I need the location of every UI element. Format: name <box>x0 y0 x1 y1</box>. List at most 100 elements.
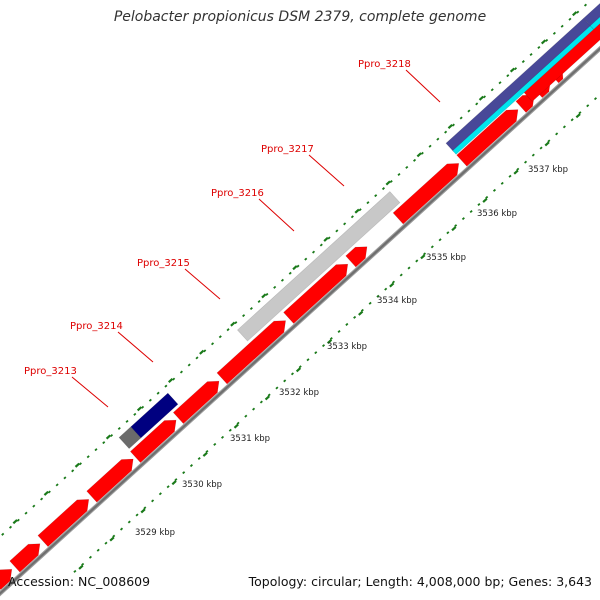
tick-layer <box>1 3 598 573</box>
tick-mark <box>552 31 556 35</box>
tick-mark <box>381 187 385 191</box>
tick-mark <box>102 441 106 445</box>
tick-mark <box>529 52 533 57</box>
gene-label: Ppro_3218 <box>358 59 411 70</box>
tick-mark <box>252 407 256 411</box>
tick-mark <box>125 419 129 423</box>
tick-mark <box>40 497 44 501</box>
tick-mark <box>168 378 174 384</box>
tick-mark <box>384 287 388 291</box>
tick-mark <box>459 116 463 120</box>
tick-mark <box>164 384 168 388</box>
tick-mark <box>210 342 215 346</box>
tick-mark <box>451 226 457 232</box>
tick-mark <box>469 210 473 214</box>
tick-mark <box>195 356 199 360</box>
tick-mark <box>322 344 326 348</box>
tick-mark <box>385 180 391 186</box>
tick-mark <box>492 188 497 192</box>
gene-label-leader <box>405 69 441 103</box>
tick-mark <box>438 238 442 242</box>
tick-mark <box>407 266 411 270</box>
tick-mark <box>8 525 13 529</box>
tick-mark <box>43 490 49 496</box>
tick-mark <box>366 201 370 205</box>
tick-mark <box>312 250 316 254</box>
tick-mark <box>345 322 349 326</box>
tick-mark <box>228 428 232 432</box>
tick-mark <box>32 504 36 508</box>
tick-mark <box>24 511 28 515</box>
tick-mark <box>119 527 124 531</box>
tick-mark <box>475 102 479 106</box>
tick-mark <box>273 285 277 289</box>
gene-block-navy <box>130 392 179 439</box>
gene-arrow-red <box>216 320 286 385</box>
gene-block-gray <box>237 191 401 342</box>
tick-mark <box>292 265 298 271</box>
tick-mark <box>420 254 426 260</box>
tick-mark <box>133 412 137 416</box>
tick-mark <box>562 125 566 129</box>
tick-mark <box>135 513 139 517</box>
tick-mark <box>513 169 519 175</box>
tick-mark <box>202 451 208 457</box>
tick-mark <box>498 81 502 85</box>
tick-mark <box>524 160 528 164</box>
gene-block-cyan <box>452 25 595 155</box>
tick-mark <box>283 379 287 383</box>
gene-label-leader <box>258 198 295 232</box>
map-title: Pelobacter propionicus DSM 2379, complet… <box>113 9 487 25</box>
tick-mark <box>506 74 510 78</box>
tick-mark <box>430 245 434 249</box>
gene-arrow-red <box>9 543 41 573</box>
tick-mark <box>508 174 512 178</box>
tick-mark <box>148 398 152 402</box>
gene-label-layer: Ppro_3213 Ppro_3214 Ppro_3215 Ppro_3216 Ppro… <box>24 59 441 408</box>
gene-arrow-red <box>0 568 13 591</box>
gene-arrow-red <box>283 263 349 324</box>
tick-mark <box>187 363 191 367</box>
tick-mark <box>199 349 205 355</box>
tick-mark <box>295 367 302 373</box>
tick-mark <box>323 236 329 242</box>
tick-mark <box>447 124 453 130</box>
tick-mark <box>444 130 448 134</box>
tick-mark <box>368 301 372 305</box>
ruler-label: 3533 kbp <box>327 342 367 352</box>
tick-mark <box>257 299 261 303</box>
tick-mark <box>151 499 155 503</box>
gene-label-leader <box>184 268 221 300</box>
tick-mark <box>319 243 323 247</box>
tick-mark <box>189 464 193 468</box>
ruler-label: 3536 kbp <box>477 209 517 219</box>
gene-block-slate <box>445 17 592 152</box>
tick-mark <box>261 293 267 299</box>
tick-mark <box>288 271 292 275</box>
tick-mark <box>478 95 484 101</box>
gene-arrow-red <box>172 380 220 425</box>
tick-mark <box>537 45 541 49</box>
tick-mark <box>428 144 432 148</box>
gene-label: Ppro_3217 <box>261 144 314 155</box>
tick-mark <box>343 222 347 226</box>
tick-mark <box>593 97 598 101</box>
tick-mark <box>326 338 333 344</box>
gene-arrow-red <box>392 163 460 225</box>
tick-mark <box>96 548 100 552</box>
accession-label: Accession: NC_008609 <box>8 574 151 589</box>
tick-mark <box>586 104 590 108</box>
gene-label-leader <box>308 154 345 187</box>
tick-mark <box>220 435 225 439</box>
genome-summary: Topology: circular; Length: 4,008,000 bp… <box>248 574 592 589</box>
tick-mark <box>583 3 588 7</box>
tick-mark <box>539 146 543 150</box>
tick-mark <box>389 282 395 288</box>
gene-block-cyan <box>589 16 600 30</box>
tick-mark <box>197 456 201 461</box>
tick-mark <box>74 462 80 468</box>
